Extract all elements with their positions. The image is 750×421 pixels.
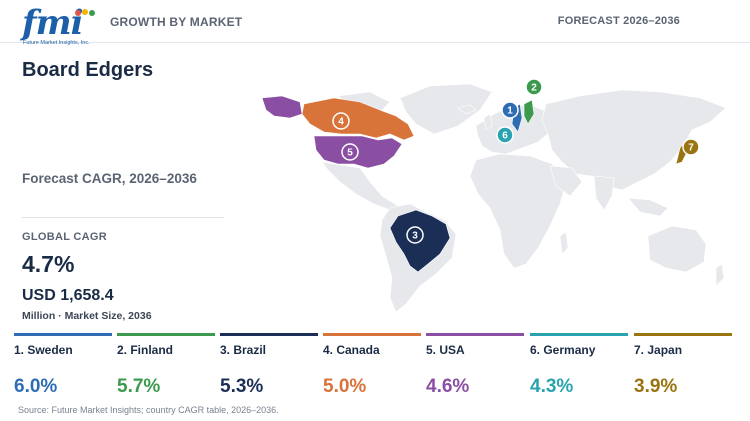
country-column-canada: 4. Canada 5.0% [323,333,421,403]
iceland-shape [457,104,477,115]
country-name: 4. Canada [323,343,380,357]
growth-by-market-label: GROWTH BY MARKET [110,15,243,29]
greenland-shape [399,83,493,135]
world-map: 1 2 3 4 5 6 7 [261,78,727,313]
svg-text:1: 1 [507,106,513,117]
country-cagr-value: 5.7% [117,376,161,397]
alaska-shape [261,95,303,119]
page-title: Board Edgers [22,59,154,81]
country-cagr-value: 4.6% [426,376,470,397]
country-name: 6. Germany [530,343,596,357]
mexico-shape [321,161,399,211]
canada-shape [301,97,415,141]
country-name: 3. Brazil [220,343,267,357]
new-zealand-shape [715,263,725,287]
asia-shape [541,89,727,191]
country-color-bar [426,333,524,336]
svg-text:5: 5 [347,148,353,159]
source-note: Source: Future Market Insights; country … [18,405,279,415]
australia-shape [647,225,707,273]
country-color-bar [634,333,732,336]
uk-shape [483,113,493,131]
country-cagr-value: 5.0% [323,376,367,397]
marker-7: 7 [682,138,700,156]
country-cagr-value: 6.0% [14,376,58,397]
svg-text:7: 7 [688,143,694,154]
logo-subtext: Future Market Insights, Inc. [23,40,90,46]
country-column-japan: 7. Japan 3.9% [634,333,732,403]
southeast-asia-shape [627,197,669,217]
marker-6: 6 [496,126,514,144]
country-color-bar [220,333,318,336]
market-size-value: USD 1,658.4 [22,287,114,304]
marker-5: 5 [341,143,359,161]
marker-4: 4 [332,112,350,130]
logo-dots-icon [75,9,95,16]
india-shape [593,175,615,211]
country-cagr-value: 3.9% [634,376,678,397]
market-size-label: Million · Market Size, 2036 [22,310,152,322]
country-color-bar [14,333,112,336]
country-column-germany: 6. Germany 4.3% [530,333,628,403]
country-column-finland: 2. Finland 5.7% [117,333,215,403]
finland-shape [523,99,535,125]
country-name: 5. USA [426,343,465,357]
country-color-bar [117,333,215,336]
arabia-shape [549,165,583,197]
svg-text:3: 3 [412,231,418,242]
africa-shape [469,153,567,269]
svg-text:4: 4 [338,117,344,128]
country-name: 2. Finland [117,343,174,357]
logo-wordmark: fmi [22,3,84,43]
marker-1: 1 [501,101,519,119]
chart-subtitle: Forecast CAGR, 2026–2036 [22,171,197,186]
country-color-bar [530,333,628,336]
country-name: 7. Japan [634,343,683,357]
country-column-sweden: 1. Sweden 6.0% [14,333,112,403]
svg-text:2: 2 [531,83,537,94]
country-name: 1. Sweden [14,343,73,357]
country-column-usa: 5. USA 4.6% [426,333,524,403]
marker-2: 2 [525,78,543,96]
country-color-bar [323,333,421,336]
country-column-brazil: 3. Brazil 5.3% [220,333,318,403]
country-cagr-value: 5.3% [220,376,264,397]
country-cagr-value: 4.3% [530,376,574,397]
madagascar-shape [559,231,569,255]
marker-3: 3 [406,226,424,244]
fmi-logo: fmi Future Market Insights, Inc. [22,3,95,46]
global-cagr-value: 4.7% [22,251,75,277]
header-bar: fmi Future Market Insights, Inc. GROWTH … [0,0,750,46]
divider [22,217,224,218]
global-cagr-label: GLOBAL CAGR [22,231,107,243]
forecast-period-label: FORECAST 2026–2036 [557,15,680,27]
svg-text:6: 6 [502,131,508,142]
